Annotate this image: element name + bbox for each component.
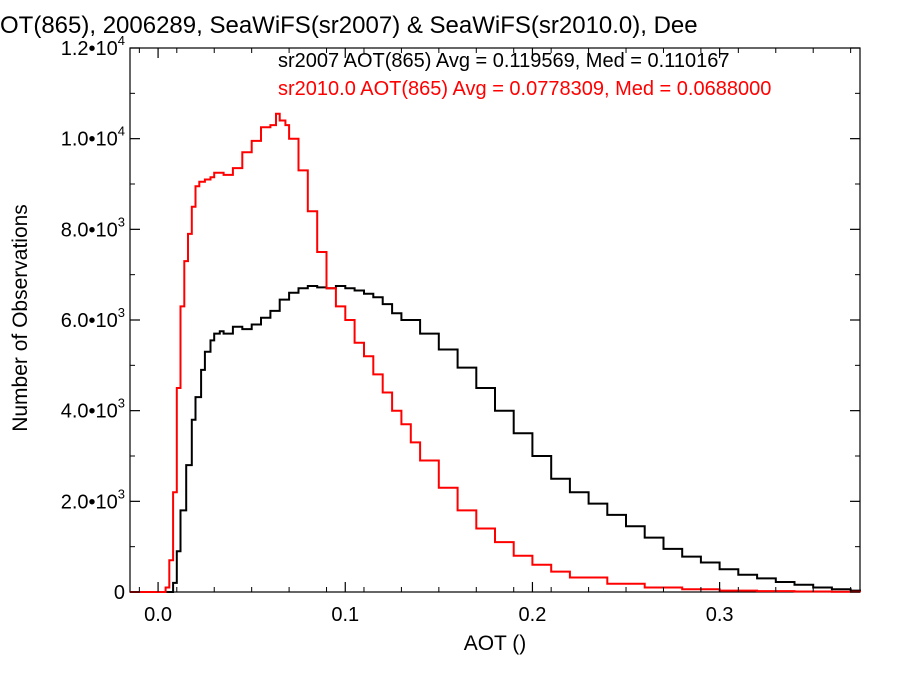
series-layer (130, 112, 861, 593)
series-line-0 (130, 285, 861, 593)
x-tick-label: 0.0 (144, 604, 172, 626)
x-tick-label: 0.3 (706, 604, 734, 626)
y-tick-label: 1.0•104 (61, 124, 125, 151)
y-tick-label: 1.2•104 (61, 33, 125, 60)
x-axis-label: AOT () (464, 632, 527, 655)
y-tick-label: 6.0•103 (61, 305, 125, 332)
y-axis-ticks: 0 2.0•103 4.0•103 6.0•103 8.0•103 1.0•104 1.2•… (61, 33, 860, 604)
x-tick-label: 0.1 (331, 604, 359, 626)
y-tick-label: 8.0•103 (61, 214, 125, 241)
y-tick-label: 2.0•103 (61, 486, 125, 513)
x-tick-label: 0.2 (519, 604, 547, 626)
x-axis-ticks: 0.0 0.1 0.2 0.3 (138, 48, 852, 626)
plot-frame (129, 47, 861, 593)
y-tick-label: 4.0•103 (61, 396, 125, 423)
annotation-sr2010-stats: sr2010.0 AOT(865) Avg = 0.0778309, Med =… (278, 78, 771, 100)
annotation-sr2007-stats: sr2007 AOT(865) Avg = 0.119569, Med = 0.… (278, 50, 729, 72)
chart-title: OT(865), 2006289, SeaWiFS(sr2007) & SeaW… (0, 12, 698, 39)
y-tick-label: 0 (114, 582, 125, 604)
series-line-1 (130, 112, 861, 593)
y-axis-label: Number of Observations (9, 204, 32, 432)
